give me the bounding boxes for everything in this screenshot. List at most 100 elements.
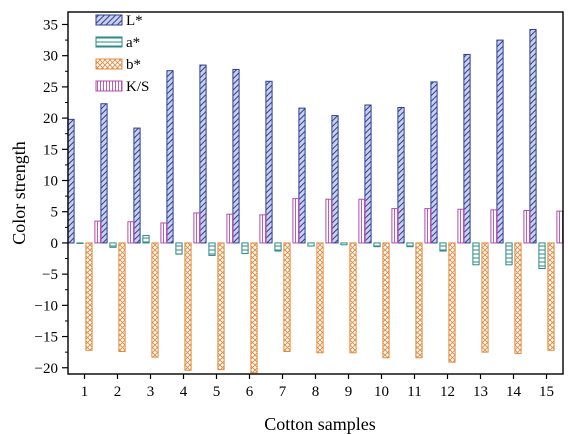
bars-layer [67,28,564,374]
bar-b-sample-3 [151,242,159,358]
bar-ks-sample-2 [127,221,135,244]
bar-a-sample-13 [472,242,480,266]
bar-b-sample-6 [250,242,258,374]
bar-l-sample-4 [166,70,174,244]
plot-frame [67,11,564,375]
y-tick-label: 0 [51,236,59,252]
bar-b-sample-4 [184,242,192,371]
x-tick-label-15: 15 [539,384,554,400]
bar-l-sample-13 [463,53,471,244]
bar-l-sample-6 [232,68,240,244]
bar-ks-sample-3 [160,222,168,244]
bar-b-sample-14 [514,242,522,354]
bar-a-sample-9 [340,242,348,246]
bar-ks-sample-5 [226,213,234,244]
bar-b-sample-2 [118,242,126,353]
bar-a-sample-11 [406,242,414,248]
y-tick-label: −5 [42,267,58,283]
bar-a-sample-10 [373,242,381,248]
bar-a-sample-1 [76,242,84,244]
legend-label-ks: K/S [126,79,149,95]
bar-b-sample-7 [283,242,291,353]
bar-b-sample-13 [481,242,489,353]
y-tick-label: 30 [43,49,58,65]
bar-ks-sample-10 [391,208,399,244]
bar-a-sample-12 [439,242,447,252]
x-tick-label-12: 12 [440,384,455,400]
bar-l-sample-12 [430,81,438,244]
x-tick-label-3: 3 [147,384,155,400]
x-tick-label-10: 10 [374,384,389,400]
y-axis-title: Color strength [9,141,29,245]
y-tick-label: 5 [51,205,59,221]
y-tick-label: 15 [43,142,58,158]
bar-b-sample-1 [85,242,93,351]
y-tick-label: 20 [43,111,58,127]
legend-label-a: a* [126,35,140,51]
bar-ks-sample-15 [556,210,564,244]
legend-swatch-b [95,58,123,70]
y-tick-label: −10 [35,298,58,314]
bar-ks-sample-9 [358,198,366,244]
bar-ks-sample-12 [457,208,465,244]
bar-l-sample-1 [67,118,75,244]
x-tick-label-8: 8 [312,384,320,400]
legend-swatch-ks [95,80,123,92]
y-tick-label: 35 [43,17,58,33]
bar-l-sample-5 [199,64,207,244]
y-tick-label: −20 [35,361,58,377]
bar-ks-sample-14 [523,209,531,244]
legend-label-b: b* [126,57,141,73]
bar-b-sample-9 [349,242,357,354]
bar-l-sample-11 [397,106,405,244]
bar-b-sample-12 [448,242,456,363]
bar-b-sample-11 [415,242,423,359]
x-tick-label-5: 5 [213,384,221,400]
bar-ks-sample-4 [193,212,201,244]
bar-l-sample-10 [364,104,372,244]
x-axis-title: Cotton samples [264,414,376,434]
bar-ks-sample-8 [325,198,333,244]
x-tick-label-7: 7 [279,384,287,400]
bar-a-sample-4 [175,242,183,255]
bar-l-sample-14 [496,39,504,244]
y-tick-label: 25 [43,80,58,96]
bar-b-sample-10 [382,242,390,359]
x-tick-label-9: 9 [345,384,353,400]
y-tick-label: −15 [35,330,58,346]
legend: L* a* b* K/S [95,13,149,95]
x-tick-label-13: 13 [473,384,488,400]
bar-b-sample-5 [217,242,225,371]
legend-swatch-l [95,14,123,26]
bar-l-sample-2 [100,103,108,244]
bar-ks-sample-7 [292,198,300,244]
x-tick-label-6: 6 [246,384,254,400]
x-tick-label-11: 11 [407,384,421,400]
bar-l-sample-7 [265,80,273,244]
bar-l-sample-9 [331,115,339,244]
bar-l-sample-8 [298,107,306,244]
legend-swatch-a [95,36,123,48]
bar-ks-sample-6 [259,214,267,244]
x-tick-label-2: 2 [114,384,122,400]
bar-a-sample-7 [274,242,282,252]
bar-ks-sample-11 [424,208,432,244]
bar-b-sample-8 [316,242,324,354]
x-tick-label-1: 1 [81,384,89,400]
bar-ks-sample-13 [490,209,498,244]
bar-a-sample-14 [505,242,513,266]
bar-a-sample-5 [208,242,216,256]
bar-l-sample-15 [529,28,537,244]
bar-b-sample-15 [547,242,555,351]
x-tick-label-14: 14 [506,384,522,400]
bar-a-sample-3 [142,234,150,244]
legend-label-l: L* [126,13,143,29]
x-tick-label-4: 4 [180,384,188,400]
bar-a-sample-8 [307,242,315,247]
bar-l-sample-3 [133,127,141,244]
bar-a-sample-6 [241,242,249,255]
y-tick-label: 10 [43,174,58,190]
bar-ks-sample-1 [94,220,102,244]
